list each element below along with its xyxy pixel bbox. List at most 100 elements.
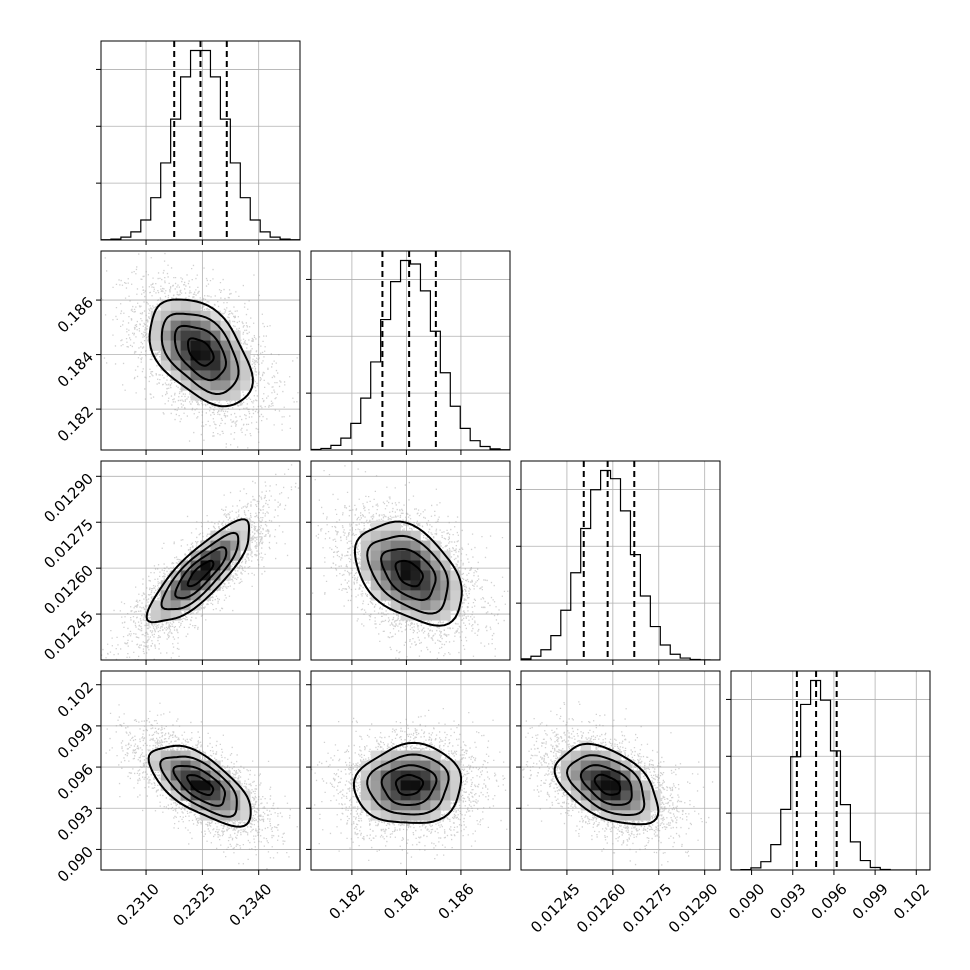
density-cell: [370, 760, 381, 771]
density-cell: [210, 310, 221, 321]
density-cell: [380, 560, 391, 571]
density-cell: [160, 330, 171, 341]
density-cell: [200, 780, 211, 791]
contour-level-2: [565, 754, 646, 816]
y-tick-label: 0.184: [54, 348, 97, 391]
contour-level-0: [187, 337, 215, 367]
density-cell: [420, 550, 431, 561]
panel-frame: [100, 40, 301, 241]
density-cell: [590, 770, 601, 781]
density-cell: [200, 560, 211, 571]
density-cell: [180, 600, 191, 611]
contour-level-0: [394, 559, 424, 588]
density-cell: [620, 780, 631, 791]
density-cell: [210, 320, 221, 331]
density-cell: [230, 370, 241, 381]
x-tick-label: 0.01290: [665, 880, 722, 937]
density-cell: [630, 790, 641, 801]
density-cell: [220, 320, 231, 331]
density-cell: [210, 350, 221, 361]
density-cell: [220, 560, 231, 571]
density-cell: [360, 770, 371, 781]
panel-frame: [310, 670, 511, 871]
density-cell: [430, 600, 441, 611]
contour-level-1: [172, 765, 226, 807]
density-cell: [200, 390, 211, 401]
density-cell: [390, 550, 401, 561]
density-cell: [160, 600, 171, 611]
y-tick-label: 0.01260: [40, 561, 97, 618]
density-cell: [190, 600, 201, 611]
contour-level-2: [159, 755, 238, 818]
x-tick-label: 0.102: [890, 880, 933, 923]
density-cell: [610, 770, 621, 781]
density-cell: [220, 770, 231, 781]
density-cell: [420, 570, 431, 581]
density-cell: [450, 780, 461, 791]
density-cell: [600, 780, 611, 791]
density-cell: [450, 790, 461, 801]
density-cell: [150, 600, 161, 611]
density-cell: [360, 540, 371, 551]
contour-level-3: [353, 520, 463, 627]
contour-level-2: [160, 312, 240, 396]
density-cell: [430, 790, 441, 801]
density-cell: [210, 550, 221, 561]
x-tick-label: 0.093: [766, 880, 809, 923]
scatter-panel-p0-p1: 0.182 0.184 0.186: [54, 250, 301, 455]
contour-level-1: [173, 324, 228, 382]
density-cell: [190, 370, 201, 381]
density-cell: [410, 540, 421, 551]
scatter-panel-p1-p3: 0.182 0.184 0.186: [306, 670, 511, 923]
density-cell: [630, 780, 641, 791]
contour-level-0: [186, 774, 215, 796]
density-cell: [390, 540, 401, 551]
density-cell: [390, 570, 401, 581]
density-cell: [400, 550, 411, 561]
density-cell: [190, 350, 201, 361]
density-cell: [190, 780, 201, 791]
density-cell: [230, 360, 241, 371]
histogram-p1: [311, 259, 510, 450]
density-cell: [180, 310, 191, 321]
density-cell: [630, 810, 641, 821]
density-cell: [410, 610, 421, 621]
density-cell: [640, 790, 651, 801]
density-cell: [570, 780, 581, 791]
density-cell: [370, 750, 381, 761]
density-cell: [240, 530, 251, 541]
density-cell: [600, 810, 611, 821]
density-cell: [620, 770, 631, 781]
density-cell: [170, 750, 181, 761]
density-cell: [370, 520, 381, 531]
density-cell: [220, 340, 231, 351]
density-cell: [190, 790, 201, 801]
density-cell: [570, 770, 581, 781]
density-cell: [230, 780, 241, 791]
density-cell: [220, 370, 231, 381]
density-cell: [420, 590, 431, 601]
density-cell: [180, 350, 191, 361]
panel-frame: [520, 670, 721, 871]
histogram-p3: [731, 679, 930, 870]
density-cell: [640, 780, 651, 791]
density-cell: [210, 570, 221, 581]
density-cell: [190, 340, 201, 351]
density-cell: [410, 550, 421, 561]
density-cell: [610, 760, 621, 771]
density-cell: [430, 580, 441, 591]
density-cell: [400, 570, 411, 581]
contour-level-3: [553, 742, 660, 826]
contour-level-2: [366, 534, 449, 615]
y-tick-label: 0.186: [54, 293, 97, 336]
density-cell: [210, 340, 221, 351]
density-cell: [210, 380, 221, 391]
density-cell: [390, 590, 401, 601]
histogram-p0: [101, 49, 300, 240]
density-cell: [410, 530, 421, 541]
density-cell: [160, 310, 171, 321]
density-cell: [200, 340, 211, 351]
density-cell: [190, 590, 201, 601]
panel-frame: [730, 670, 931, 871]
